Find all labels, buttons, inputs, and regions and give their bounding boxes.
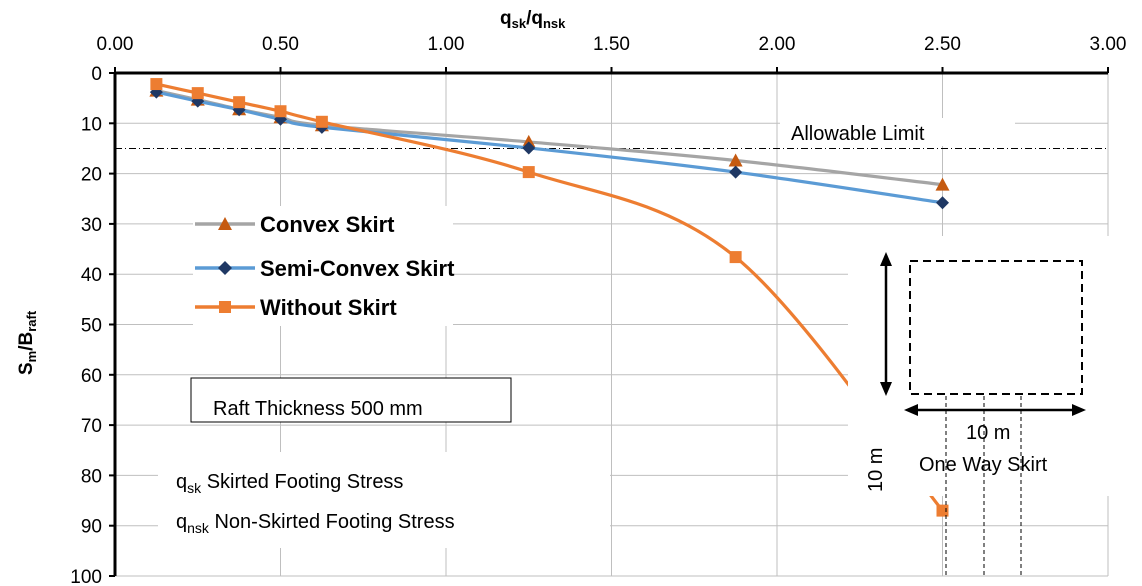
x-axis-title: qsk/qnsk [500, 8, 566, 31]
y-tick-label: 20 [81, 165, 102, 186]
point-semi-convex-skirt [729, 165, 743, 179]
series [149, 78, 950, 517]
y-tick-labels: 0 10 20 30 40 50 60 70 80 90 100 [70, 64, 102, 586]
qsk-definition: qsk Skirted Footing Stress [176, 471, 403, 496]
stress-notes-bg [158, 452, 610, 548]
allowable-limit-label: Allowable Limit [791, 123, 925, 145]
x-tick-label: 2.50 [924, 34, 961, 55]
x-tick-label: 3.00 [1090, 34, 1127, 55]
x-tick-label: 1.50 [593, 34, 630, 55]
legend-marker-convex [218, 217, 232, 230]
point-semi-convex-skirt [522, 141, 536, 155]
point-without-skirt [522, 166, 535, 179]
y-axis-title: Sm/Braft [16, 310, 39, 375]
y-tick-label: 100 [70, 567, 102, 586]
skirt-type-label: One Way Skirt [919, 454, 1048, 476]
y-tick-label: 80 [81, 466, 102, 487]
allowable-limit-label-bg [780, 118, 1015, 146]
x-tick-label: 0.00 [97, 34, 134, 55]
height-label-bg [848, 428, 896, 496]
point-without-skirt [274, 105, 287, 118]
point-without-skirt [233, 96, 246, 109]
y-tick-label: 90 [81, 517, 102, 538]
x-tick-label: 2.00 [759, 34, 796, 55]
raft-thickness-label: Raft Thickness 500 mm [213, 398, 423, 420]
legend-label-semi-convex: Semi-Convex Skirt [260, 256, 455, 281]
point-convex-skirt [521, 134, 536, 148]
raft-outline [909, 260, 1083, 395]
raft-thickness-box [190, 377, 512, 423]
point-convex-skirt [935, 177, 950, 191]
y-tick-label: 10 [81, 114, 102, 135]
legend-label-without: Without Skirt [260, 295, 397, 320]
series-line-without-skirt [156, 82, 944, 512]
point-without-skirt [936, 504, 949, 517]
width-dimension-label: 10 m [966, 422, 1010, 444]
point-convex-skirt [728, 153, 743, 167]
legend: Convex Skirt Semi-Convex Skirt Without S… [193, 206, 455, 326]
y-tick-label: 40 [81, 265, 102, 286]
width-arrowhead-left [904, 404, 918, 416]
y-tick-label: 70 [81, 416, 102, 437]
width-arrowhead-right [1072, 404, 1086, 416]
x-tick-label: 0.50 [262, 34, 299, 55]
x-tick-labels: 0.00 0.50 1.00 1.50 2.00 2.50 3.00 [97, 34, 1127, 55]
height-arrowhead-top [880, 252, 892, 266]
height-arrowhead-bottom [880, 382, 892, 396]
y-tick-label: 60 [81, 366, 102, 387]
point-without-skirt [315, 115, 328, 128]
axes [109, 67, 1109, 577]
height-dimension-label: 10 m [865, 448, 887, 492]
legend-marker-without [219, 301, 231, 313]
qnsk-definition: qnsk Non-Skirted Footing Stress [176, 511, 455, 536]
legend-label-convex: Convex Skirt [260, 212, 395, 237]
point-without-skirt [150, 78, 163, 91]
skirt-schematic: 10 m One Way Skirt 10 m [848, 236, 1110, 576]
y-tick-label: 50 [81, 316, 102, 337]
point-without-skirt [191, 87, 204, 100]
legend-marker-semi-convex [218, 261, 232, 275]
y-tick-label: 0 [91, 64, 102, 85]
x-tick-label: 1.00 [428, 34, 465, 55]
point-without-skirt [729, 251, 742, 264]
point-semi-convex-skirt [936, 196, 949, 210]
y-tick-label: 30 [81, 215, 102, 236]
